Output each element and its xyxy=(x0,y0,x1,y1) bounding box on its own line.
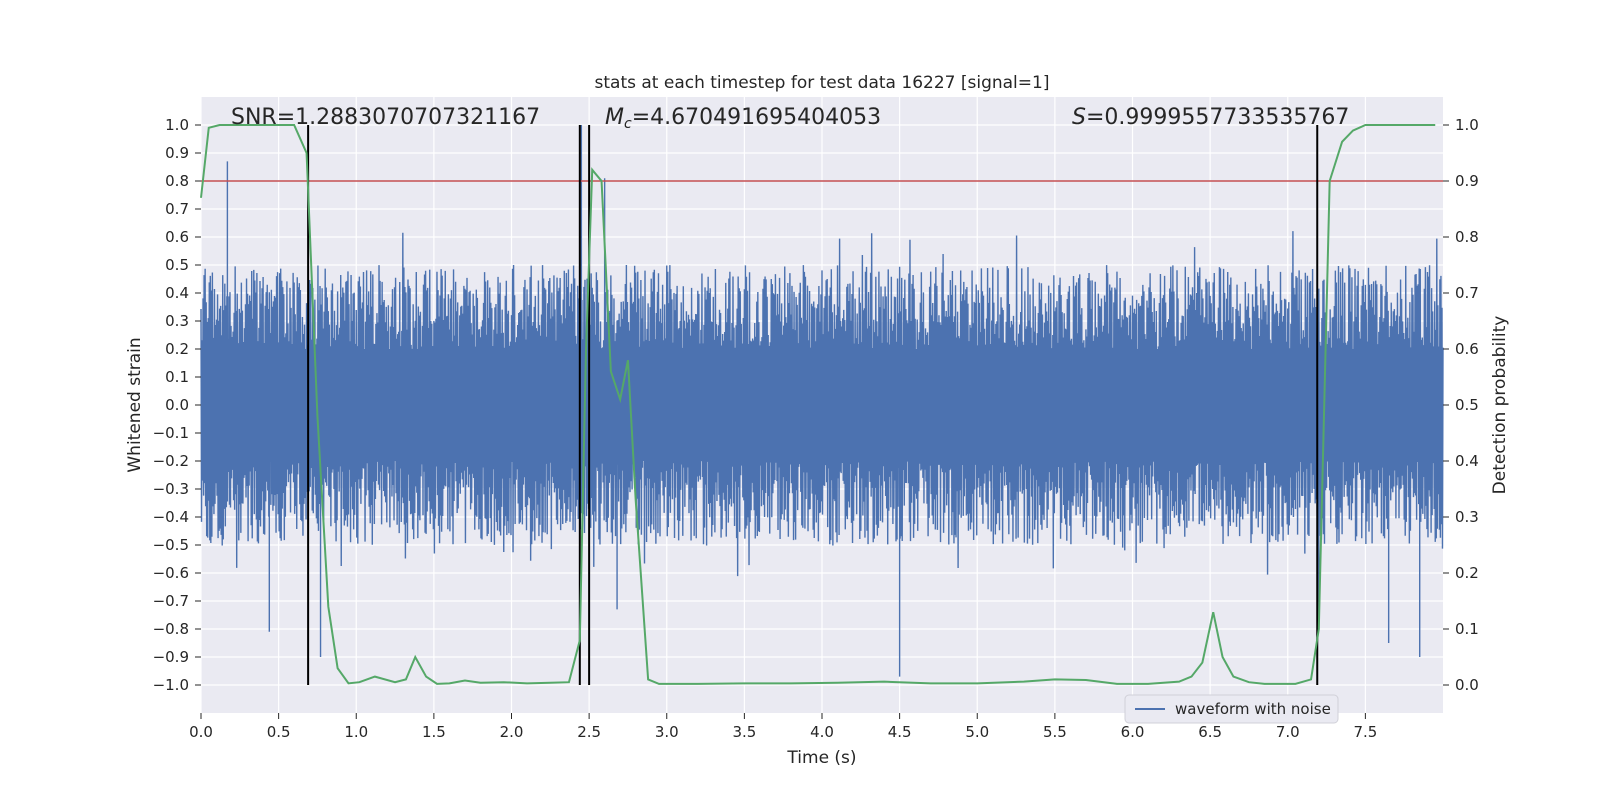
chirp-mass-value: =4.670491695404053 xyxy=(632,105,881,130)
legend-box xyxy=(1124,694,1339,724)
x-tick-label: 5.0 xyxy=(965,723,989,741)
s-value: =0.9999557733535767 xyxy=(1086,105,1349,130)
y-tick-label: 0.1 xyxy=(165,368,189,386)
legend-label-waveform: waveform with noise xyxy=(1175,700,1331,718)
y-right-tick-label: 0.6 xyxy=(1455,340,1479,358)
x-tick-label: 3.0 xyxy=(655,723,679,741)
x-tick-label: 0.5 xyxy=(267,723,291,741)
x-tick-label: 5.5 xyxy=(1043,723,1067,741)
y-right-tick-label: 0.4 xyxy=(1455,452,1479,470)
waveform-series xyxy=(200,125,1444,677)
y-tick-label: −0.8 xyxy=(153,620,189,638)
y-right-tick-label: 0.2 xyxy=(1455,564,1479,582)
x-tick-label: 3.5 xyxy=(732,723,756,741)
legend: waveform with noise xyxy=(1124,694,1339,724)
y-tick-label: −0.5 xyxy=(153,536,189,554)
x-tick-label: 6.0 xyxy=(1121,723,1145,741)
y-tick-label: 0.7 xyxy=(165,200,189,218)
waveform-line xyxy=(200,125,1444,677)
chirp-mass-subscript: c xyxy=(624,116,632,132)
y-right-tick-label: 0.9 xyxy=(1455,172,1479,190)
chirp-mass-symbol: M xyxy=(605,105,624,130)
y-tick-label: 0.2 xyxy=(165,340,189,358)
overlay-lines xyxy=(200,124,1443,685)
y-tick-label: −0.2 xyxy=(153,452,189,470)
y-tick-label: 0.3 xyxy=(165,312,189,330)
x-tick-label: 7.5 xyxy=(1353,723,1377,741)
axes: 0.0 0.5 1.0 1.5 2.0 2.5 3.0 3.5 4.0 4.5 5.0 5.5 6.0 6… xyxy=(153,116,1479,741)
y-right-tick-label: 0.1 xyxy=(1455,620,1479,638)
chart-title: stats at each timestep for test data 162… xyxy=(595,73,1050,93)
s-annotation: S=0.9999557733535767 xyxy=(1072,105,1349,130)
y-right-tick-label: 0.7 xyxy=(1455,284,1479,302)
y-tick-label: 0.4 xyxy=(165,284,189,302)
y-tick-label: 0.9 xyxy=(165,144,189,162)
x-tick-label: 2.5 xyxy=(577,723,601,741)
y-tick-label: 1.0 xyxy=(165,116,189,134)
probability-line xyxy=(200,124,1436,685)
x-tick-label: 7.0 xyxy=(1276,723,1300,741)
x-tick-label: 1.0 xyxy=(344,723,368,741)
y-tick-label: −1.0 xyxy=(153,676,189,694)
y-right-tick-label: 0.0 xyxy=(1455,676,1479,694)
y-axis-label: Whitened strain xyxy=(125,337,145,472)
y-axis-right-label: Detection probability xyxy=(1490,316,1510,495)
y-tick-label: −0.3 xyxy=(153,480,189,498)
y-tick-label: −0.6 xyxy=(153,564,189,582)
y-tick-label: 0.5 xyxy=(165,256,189,274)
y-tick-label: 0.8 xyxy=(165,172,189,190)
y-tick-label: −0.7 xyxy=(153,592,189,610)
x-tick-label: 1.5 xyxy=(422,723,446,741)
snr-annotation: SNR=1.2883070707321167 xyxy=(231,105,540,130)
waveform-dense-band xyxy=(201,349,1443,461)
x-tick-label: 4.0 xyxy=(810,723,834,741)
y-tick-label: 0.0 xyxy=(165,396,189,414)
x-tick-label: 0.0 xyxy=(189,723,213,741)
y-right-tick-label: 0.8 xyxy=(1455,228,1479,246)
y-tick-label: 0.6 xyxy=(165,228,189,246)
s-symbol: S xyxy=(1072,105,1086,130)
x-axis-label: Time (s) xyxy=(786,748,856,768)
y-right-tick-label: 0.5 xyxy=(1455,396,1479,414)
y-right-tick-label: 0.3 xyxy=(1455,508,1479,526)
x-tick-label: 2.0 xyxy=(500,723,524,741)
y-tick-label: −0.4 xyxy=(153,508,189,526)
y-right-tick-label: 1.0 xyxy=(1455,116,1479,134)
x-tick-label: 6.5 xyxy=(1198,723,1222,741)
x-tick-label: 4.5 xyxy=(888,723,912,741)
y-tick-label: −0.9 xyxy=(153,648,189,666)
y-tick-label: −0.1 xyxy=(153,424,189,442)
chirp-mass-annotation: Mc=4.670491695404053 xyxy=(605,105,881,132)
